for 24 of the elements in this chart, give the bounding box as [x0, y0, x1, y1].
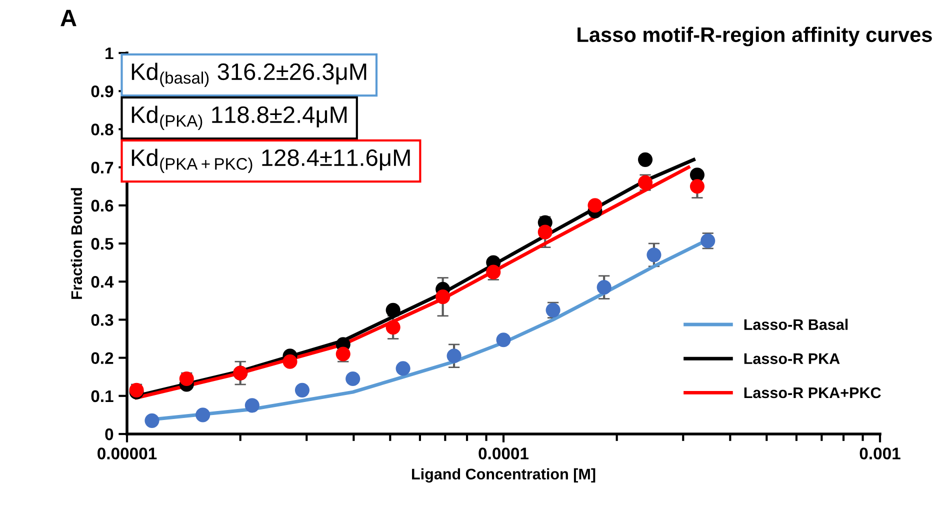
legend-label: Lasso-R PKA [744, 353, 840, 364]
y-axis-title: Fraction Bound [70, 188, 82, 299]
x-tick-label: 0.0001 [478, 448, 529, 460]
y-tick-label: 0.6 [91, 200, 114, 212]
x-tick-label: 0.00001 [98, 448, 157, 460]
annotation: Kd$_{(basal)}$ 316.2±26.3μM [132, 62, 366, 87]
annotation: Kd$_{(PKA+PKC)}$ 128.4±11.6μM [132, 148, 410, 173]
y-tick-label: 0.5 [91, 238, 114, 250]
legend-label: Lasso-R PKA+PKC [744, 387, 881, 398]
y-tick-label: 0.4 [91, 276, 114, 288]
y-tick-label: 0.1 [91, 390, 114, 402]
y-tick-label: 0.2 [91, 352, 114, 364]
x-axis-title: Ligand Concentration [M] [412, 468, 596, 483]
annotation: Kd$_{(PKA)}$ 118.8±2.4μM [132, 106, 347, 130]
x-tick-label: 0.001 [860, 448, 900, 460]
y-tick-label: 0.8 [91, 124, 114, 136]
chart-title: Lasso motif-R-region affinity curves [578, 26, 932, 46]
y-tick-label: 0.3 [91, 314, 114, 326]
text: A [60, 10, 76, 26]
y-tick-label: 1 [106, 48, 114, 60]
legend-label: Lasso-R Basal [744, 318, 848, 330]
y-tick-label: 0 [105, 428, 114, 440]
y-tick-label: 0.7 [91, 162, 114, 174]
y-tick-label: 0.9 [91, 86, 114, 98]
